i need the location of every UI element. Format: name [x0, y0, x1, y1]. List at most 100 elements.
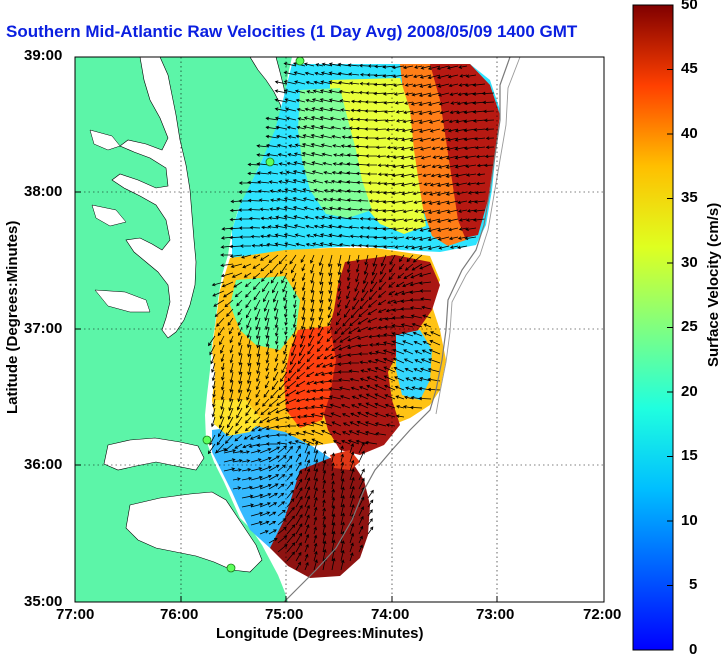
velocity-arrow	[349, 542, 354, 553]
velocity-arrow	[392, 349, 405, 355]
velocity-arrow	[293, 299, 297, 309]
velocity-arrow	[301, 272, 306, 282]
velocity-arrow	[404, 83, 414, 87]
station-4	[226, 563, 236, 573]
velocity-arrow	[338, 378, 351, 382]
velocity-arrow	[419, 227, 432, 232]
velocity-arrow	[409, 146, 423, 151]
velocity-arrow	[295, 423, 306, 428]
velocity-arrow	[367, 308, 378, 315]
velocity-arrow	[422, 173, 432, 178]
velocity-arrow	[301, 299, 306, 311]
velocity-arrow	[256, 144, 270, 148]
x-tick-77: 77:00	[56, 606, 95, 623]
velocity-arrow	[400, 173, 414, 178]
velocity-arrow	[348, 326, 360, 334]
velocity-arrow	[382, 357, 396, 364]
velocity-arrow	[332, 430, 342, 436]
velocity-arrow	[410, 101, 423, 106]
velocity-arrow	[418, 128, 432, 133]
velocity-arrow	[377, 308, 387, 313]
velocity-arrow	[302, 430, 315, 436]
velocity-arrow	[262, 281, 270, 293]
velocity-arrow	[366, 368, 378, 373]
velocity-arrow	[403, 358, 414, 364]
velocity-arrow	[322, 548, 327, 562]
velocity-arrow	[337, 272, 342, 284]
velocity-arrow	[384, 118, 396, 123]
velocity-arrow	[237, 308, 243, 316]
grid-lines	[75, 57, 604, 602]
velocity-arrow	[297, 353, 306, 365]
velocity-arrow	[247, 335, 252, 349]
river-inlet-2	[91, 204, 127, 227]
velocity-arrow	[342, 431, 351, 436]
velocity-arrow	[368, 290, 378, 301]
velocity-arrow	[247, 344, 252, 358]
velocity-arrow	[242, 443, 252, 449]
velocity-arrow	[245, 407, 252, 417]
velocity-arrow	[341, 413, 351, 418]
velocity-arrow	[364, 254, 369, 266]
velocity-arrow	[438, 155, 450, 160]
velocity-arrow	[260, 263, 270, 272]
velocity-arrow	[352, 299, 360, 310]
velocity-arrow	[236, 407, 243, 419]
velocity-arrow	[212, 380, 216, 390]
velocity-arrow	[394, 385, 405, 391]
velocity-arrow	[250, 511, 264, 517]
cbar-tick-30: 30	[681, 254, 698, 271]
velocity-arrow	[350, 243, 360, 248]
velocity-arrow	[319, 388, 333, 392]
velocity-arrow	[412, 331, 423, 337]
station-1	[295, 56, 305, 66]
velocity-arrow	[355, 171, 369, 176]
velocity-arrow	[295, 470, 302, 481]
cbar-tick-40: 40	[681, 125, 698, 142]
velocity-arrow	[391, 191, 405, 196]
velocity-arrow	[311, 170, 324, 175]
velocity-arrow	[455, 110, 468, 115]
velocity-arrow	[418, 245, 432, 250]
velocity-arrow	[274, 107, 288, 112]
velocity-arrow	[427, 245, 441, 250]
velocity-arrow	[414, 350, 423, 355]
velocity-arrow	[411, 182, 423, 187]
velocity-arrow	[345, 299, 351, 309]
velocity-arrow	[388, 281, 396, 288]
velocity-arrow	[270, 389, 279, 399]
field-north-green	[298, 88, 372, 218]
velocity-arrow	[364, 145, 377, 149]
velocity-arrow	[266, 242, 279, 247]
velocity-arrow	[285, 407, 297, 412]
velocity-arrow	[332, 162, 342, 166]
velocity-arrow	[328, 242, 342, 247]
velocity-arrow	[217, 326, 225, 337]
velocity-arrow	[358, 468, 365, 481]
velocity-arrow	[261, 272, 270, 283]
velocity-arrow	[271, 380, 279, 391]
velocity-arrow	[296, 108, 306, 112]
map-title: Southern Mid-Atlantic Raw Velocities (1 …	[6, 22, 578, 41]
velocity-arrow	[328, 263, 333, 277]
velocity-arrow	[268, 529, 277, 535]
velocity-arrow	[358, 496, 365, 508]
velocity-arrow	[349, 317, 360, 327]
velocity-arrow	[266, 416, 279, 423]
velocity-arrow	[302, 188, 315, 193]
y-tick-36: 36:00	[24, 456, 63, 473]
velocity-arrow	[237, 326, 243, 337]
velocity-arrow	[349, 459, 355, 472]
velocity-arrow	[392, 357, 405, 364]
velocity-arrow	[274, 224, 288, 229]
velocity-arrow	[419, 137, 432, 142]
velocity-arrow	[485, 136, 495, 141]
velocity-arrow	[268, 398, 279, 407]
velocity-arrow	[245, 398, 252, 409]
velocity-arrow	[278, 162, 288, 166]
velocity-arrow	[292, 206, 306, 211]
velocity-arrow	[406, 254, 414, 263]
velocity-arrow	[484, 154, 495, 159]
velocity-arrow	[295, 453, 302, 463]
velocity-arrow	[229, 344, 234, 354]
